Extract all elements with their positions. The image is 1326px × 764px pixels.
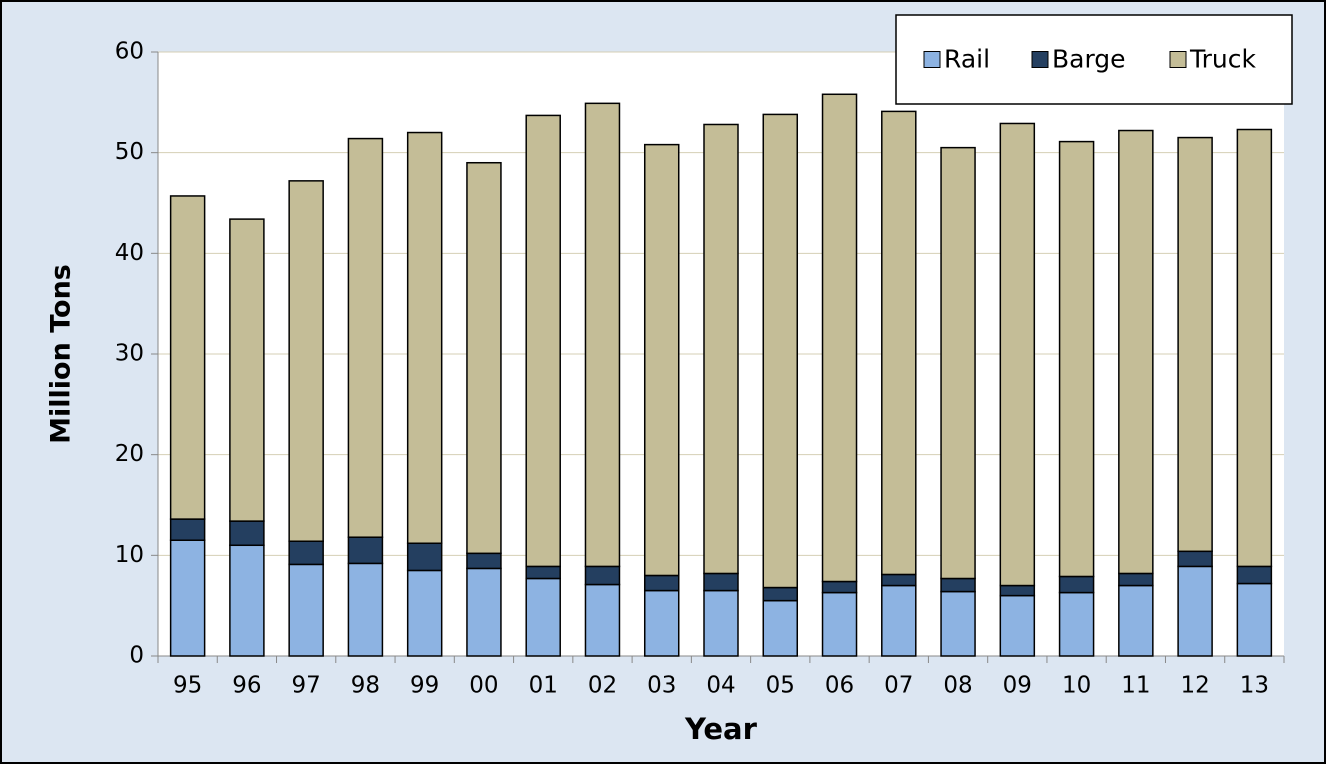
x-tick-label: 08: [943, 673, 972, 699]
bar-segment: [525, 114, 561, 568]
bar-segment: [525, 565, 561, 580]
bar-segment: [1118, 129, 1154, 575]
bar-segment: [940, 577, 976, 593]
x-tick-label: 06: [825, 673, 854, 699]
legend-label: Rail: [944, 45, 990, 74]
bar-segment: [466, 552, 502, 570]
bar-segment: [703, 589, 739, 657]
bar-segment: [229, 544, 265, 657]
bar-segment: [1058, 591, 1095, 657]
bar-segment: [1236, 128, 1273, 568]
legend-swatch: [1169, 51, 1187, 68]
bar-segment: [406, 542, 443, 572]
bar-segment: [999, 122, 1036, 587]
bar-segment: [1236, 565, 1273, 585]
bar-segment: [288, 563, 324, 657]
bar-segment: [466, 161, 502, 555]
x-tick-label: 12: [1180, 673, 1209, 699]
bar-segment: [643, 589, 680, 657]
bar-segment: [643, 143, 680, 577]
bar-segment: [347, 536, 384, 565]
bar-segment: [821, 580, 858, 594]
bar-segment: [999, 584, 1036, 597]
x-tick-label: 04: [706, 673, 735, 699]
x-tick-label: 09: [1003, 673, 1032, 699]
bar-segment: [584, 102, 621, 568]
legend-label: Truck: [1189, 45, 1256, 74]
bar-segment: [406, 131, 443, 545]
x-tick-label: 01: [529, 673, 558, 699]
x-tick-label: 07: [884, 673, 913, 699]
bar-segment: [229, 218, 265, 522]
bar-segment: [1118, 584, 1154, 657]
bar-segment: [762, 113, 799, 589]
bar-segment: [229, 520, 265, 547]
bar-segment: [881, 110, 917, 576]
bar-segment: [940, 590, 976, 657]
bar-segment: [1058, 575, 1095, 594]
bar-segment: [1177, 550, 1213, 568]
bar-segment: [584, 583, 621, 657]
x-tick-label: 98: [351, 673, 380, 699]
bar-segment: [584, 565, 621, 586]
y-tick-label: 40: [115, 240, 144, 266]
x-tick-label: 95: [173, 673, 202, 699]
bar-segment: [881, 573, 917, 587]
y-tick-label: 30: [115, 341, 144, 367]
x-tick-label: 00: [469, 673, 498, 699]
x-tick-label: 11: [1121, 673, 1150, 699]
bar-segment: [169, 195, 206, 520]
bar-segment: [821, 591, 858, 657]
x-axis-label: Year: [684, 712, 758, 746]
bar-segment: [643, 574, 680, 592]
bar-segment: [169, 539, 206, 657]
bar-segment: [288, 540, 324, 566]
x-tick-label: 13: [1240, 673, 1269, 699]
x-tick-label: 96: [232, 673, 261, 699]
x-tick-label: 10: [1062, 673, 1091, 699]
bar-segment: [347, 137, 384, 538]
y-tick-label: 0: [129, 643, 144, 669]
bar-segment: [406, 569, 443, 657]
y-tick-label: 20: [115, 441, 144, 467]
y-tick-label: 10: [115, 542, 144, 568]
x-tick-label: 02: [588, 673, 617, 699]
bar-segment: [762, 586, 799, 602]
x-tick-label: 05: [766, 673, 795, 699]
bar-segment: [1236, 582, 1273, 657]
bar-segment: [999, 594, 1036, 657]
x-tick-label: 97: [292, 673, 321, 699]
bar-segment: [525, 577, 561, 657]
bar-segment: [1118, 572, 1154, 587]
bar-segment: [1177, 565, 1213, 657]
bar-segment: [821, 93, 858, 583]
y-tick-label: 60: [115, 39, 144, 65]
x-tick-label: 99: [410, 673, 439, 699]
bar-segment: [1058, 140, 1095, 578]
bar-segment: [347, 562, 384, 657]
legend-swatch: [923, 51, 941, 68]
y-tick-label: 50: [115, 139, 144, 165]
legend-swatch: [1031, 51, 1049, 68]
bar-segment: [1177, 136, 1213, 553]
bar-segment: [703, 572, 739, 592]
y-axis-label: Million Tons: [46, 264, 77, 444]
bar-segment: [762, 599, 799, 657]
bar-segment: [466, 567, 502, 657]
legend-box: [895, 14, 1293, 105]
bar-segment: [169, 518, 206, 541]
bar-segment: [881, 584, 917, 657]
bar-segment: [940, 146, 976, 580]
x-tick-label: 03: [647, 673, 676, 699]
legend-label: Barge: [1052, 45, 1126, 74]
bar-segment: [288, 180, 324, 542]
bar-segment: [703, 123, 739, 575]
